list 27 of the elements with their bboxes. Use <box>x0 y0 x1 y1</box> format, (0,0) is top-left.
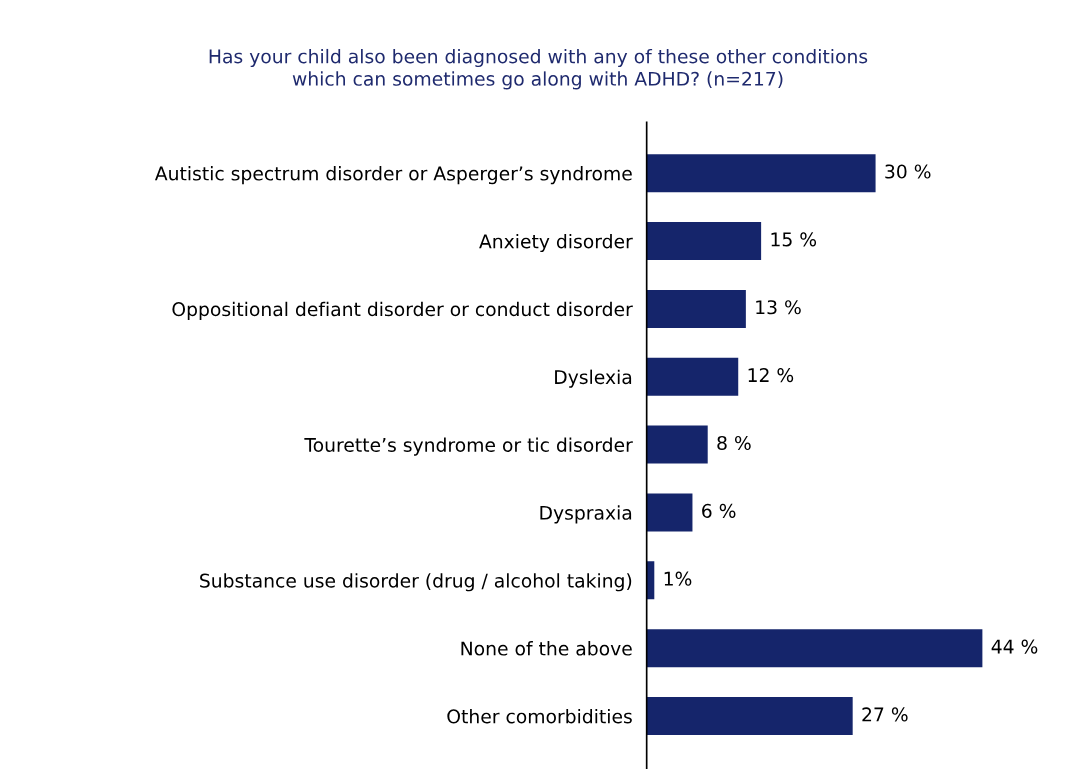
data-label: 27 % <box>862 707 908 722</box>
y-tick-label: Dyslexia <box>555 369 632 388</box>
y-tick-label: Autistic spectrum disorder or Asperger’s syndrome <box>154 166 632 185</box>
chart-title: Has your child also been diagnosed with any of these other conditions which can sometimes go along with ADHD? (n=217) <box>209 48 868 90</box>
data-label: 12 % <box>748 368 794 383</box>
data-label: 15 % <box>771 232 817 247</box>
data-label: 30 % <box>885 164 931 179</box>
bar <box>646 629 983 668</box>
bar <box>646 289 746 328</box>
bar <box>646 222 762 261</box>
data-label: 1% <box>664 571 692 586</box>
y-tick-label: Anxiety disorder <box>479 233 633 253</box>
y-tick-label: Dyspraxia <box>540 505 632 524</box>
y-tick-label: Substance use disorder (drug / alcohol taking) <box>200 573 632 592</box>
bar <box>646 697 853 736</box>
y-tick-label: Other comorbidities <box>447 708 632 724</box>
bar <box>646 493 693 532</box>
data-label: 44 % <box>991 639 1038 654</box>
data-label: 8 % <box>717 435 751 451</box>
data-label: 13 % <box>756 300 801 315</box>
bar <box>646 357 739 396</box>
y-tick-label: Tourette’s syndrome or tic disorder <box>304 437 633 456</box>
y-tick-label: None of the above <box>461 641 632 656</box>
bar <box>646 154 876 193</box>
bar <box>646 425 708 464</box>
data-label: 6 % <box>702 503 736 518</box>
y-tick-label: Oppositional defiant disorder or conduct disorder <box>172 301 633 320</box>
